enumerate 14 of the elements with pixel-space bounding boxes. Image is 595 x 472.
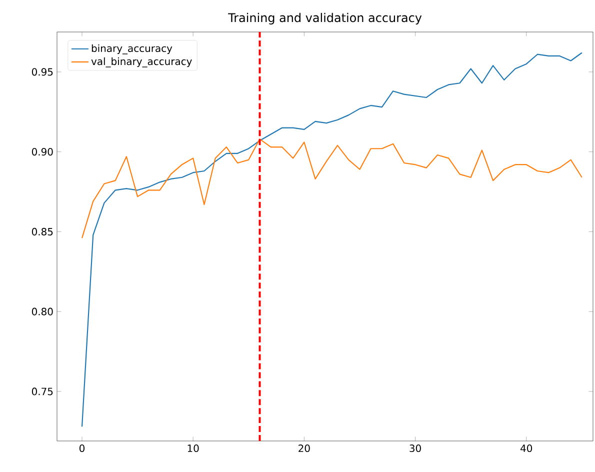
x-tick-label: 10 (188, 444, 199, 452)
y-tick-label: 0.75 (32, 388, 53, 396)
x-tick-label: 40 (520, 444, 532, 452)
y-tick-label: 0.85 (32, 228, 53, 236)
legend-label: binary_accuracy (92, 44, 172, 54)
y-tick-label: 0.95 (32, 68, 53, 76)
chart-title: Training and validation accuracy (228, 12, 422, 24)
x-tick-label: 20 (298, 444, 310, 452)
y-tick-label: 0.90 (32, 148, 53, 156)
legend-label: val_binary_accuracy (91, 57, 192, 68)
x-tick-label: 0 (79, 444, 85, 452)
x-tick-label: 30 (410, 444, 421, 452)
y-tick-label: 0.80 (32, 308, 53, 316)
line-series (81, 138, 582, 239)
